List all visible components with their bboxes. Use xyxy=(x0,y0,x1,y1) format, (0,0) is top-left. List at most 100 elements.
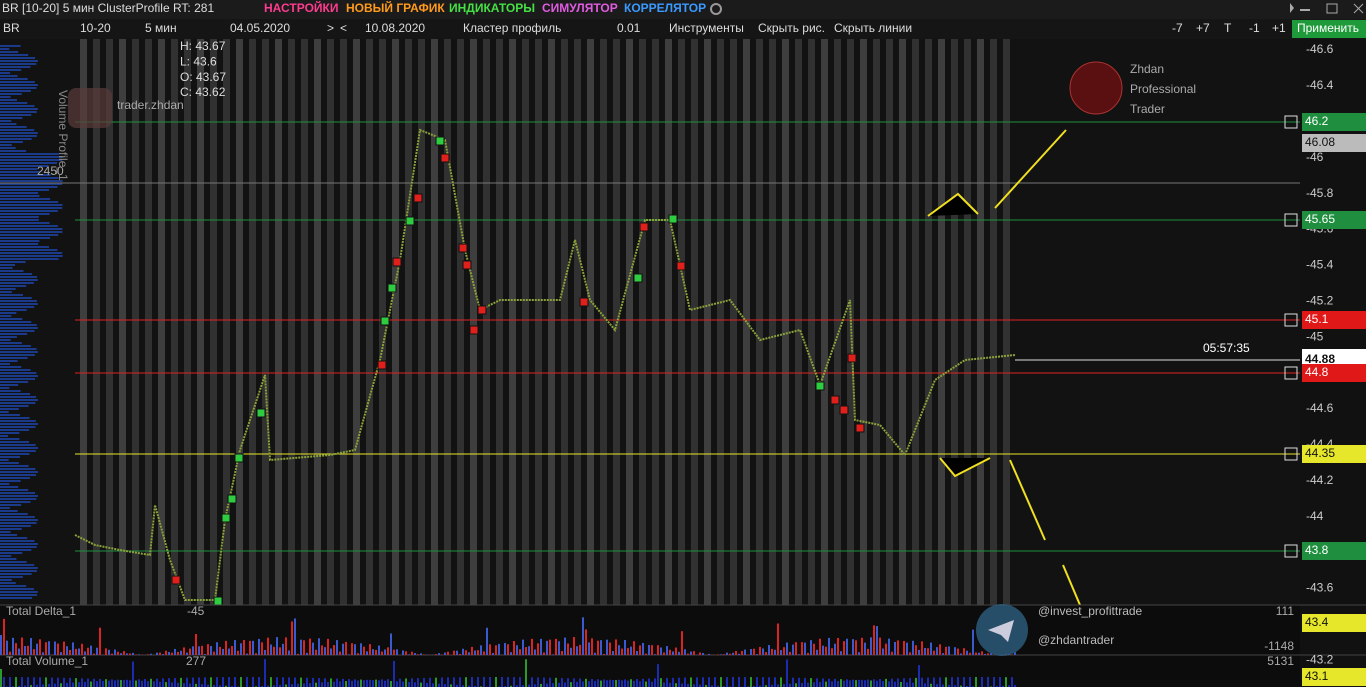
menu-item[interactable]: НОВЫЙ ГРАФИК xyxy=(346,0,445,15)
stripe xyxy=(106,39,113,605)
stripe xyxy=(977,39,984,605)
volume-bar xyxy=(609,679,611,687)
menu-item[interactable]: ИНДИКАТОРЫ xyxy=(449,1,535,15)
level-handle[interactable] xyxy=(1284,213,1298,227)
volume-bar xyxy=(285,684,287,687)
volume-bar xyxy=(807,682,809,687)
level-handle[interactable] xyxy=(1284,544,1298,558)
toolbar-button[interactable]: T xyxy=(1224,21,1232,35)
toolbar-field[interactable]: < xyxy=(340,21,347,35)
menu-item[interactable]: НАСТРОЙКИ xyxy=(264,0,338,15)
profile-bar xyxy=(0,507,10,509)
level-handle[interactable] xyxy=(1284,115,1298,129)
menu-item[interactable]: КОРРЕЛЯТОР xyxy=(624,1,706,15)
toolbar-field[interactable]: Скрыть линии xyxy=(834,21,912,35)
toolbar-field[interactable]: 0.01 xyxy=(617,21,641,35)
stripe xyxy=(951,39,958,605)
profile-bar xyxy=(0,465,29,467)
level-handle[interactable] xyxy=(1284,313,1298,327)
maximize[interactable] xyxy=(1326,3,1338,14)
delta-bar xyxy=(789,651,791,655)
delta-bar xyxy=(543,652,545,655)
delta-bar xyxy=(180,650,182,655)
volume-bar xyxy=(573,678,575,687)
profile-bar xyxy=(0,570,37,572)
toolbar-field[interactable]: Инструменты xyxy=(669,21,744,35)
volume-bar xyxy=(909,678,911,687)
volume-bar xyxy=(951,677,953,687)
toolbar-button[interactable]: +1 xyxy=(1272,21,1286,35)
volume-bar xyxy=(942,684,944,687)
profile-bar xyxy=(0,588,34,590)
toolbar-field[interactable]: BR xyxy=(3,21,20,35)
panel-label: Total Volume_1 xyxy=(6,654,88,668)
volume-bar xyxy=(183,683,185,687)
toolbar-button[interactable]: -1 xyxy=(1249,21,1260,35)
volume-bar xyxy=(603,679,605,687)
delta-bar xyxy=(837,637,839,655)
delta-bar xyxy=(528,646,530,655)
toolbar-field[interactable]: 10.08.2020 xyxy=(365,21,425,35)
toolbar-field[interactable]: Кластер профиль xyxy=(463,21,561,35)
toolbar-field[interactable]: > xyxy=(327,21,334,35)
delta-bar xyxy=(177,651,179,655)
settings-icon[interactable] xyxy=(710,3,722,15)
volume-bar xyxy=(240,677,242,687)
toolbar-button[interactable]: +7 xyxy=(1196,21,1210,35)
delta-bar xyxy=(363,646,365,655)
toolbar-field[interactable]: Скрыть рис. xyxy=(758,21,825,35)
stripe xyxy=(964,39,971,605)
volume-bar xyxy=(927,677,929,687)
menu-item[interactable]: СИМУЛЯТОР xyxy=(542,1,618,15)
minimize[interactable] xyxy=(1300,9,1310,11)
delta-bar xyxy=(756,654,758,655)
signal-marker xyxy=(639,222,649,232)
profile-bar xyxy=(0,144,12,146)
delta-bar xyxy=(417,654,419,655)
volume-bar xyxy=(621,680,623,687)
delta-bar xyxy=(639,645,641,655)
level-handle[interactable] xyxy=(1284,366,1298,380)
level-tag: 45.1 xyxy=(1305,312,1329,326)
volume-bar xyxy=(330,678,332,687)
delta-bar xyxy=(252,640,254,655)
level-tag: 46.08 xyxy=(1305,135,1335,149)
volume-bar xyxy=(945,677,947,687)
volume-bar xyxy=(678,677,680,687)
volume-bar xyxy=(300,677,302,687)
toolbar-field[interactable]: 5 мин xyxy=(145,21,177,35)
volume-bar xyxy=(954,685,956,687)
level-handle[interactable] xyxy=(1284,447,1298,461)
delta-bar xyxy=(270,644,272,655)
profile-bar xyxy=(0,192,39,194)
volume-bar xyxy=(672,677,674,687)
delta-bar xyxy=(465,650,467,655)
stripe xyxy=(691,39,698,605)
volume-bar xyxy=(138,679,140,687)
volume-bar xyxy=(828,678,830,687)
toolbar-field[interactable]: 04.05.2020 xyxy=(230,21,290,35)
profile-bar xyxy=(0,228,63,230)
volume-bar xyxy=(318,678,320,687)
delta-bar xyxy=(573,637,575,655)
delta-bar xyxy=(615,639,617,655)
price-label: -43.2 xyxy=(1306,652,1334,666)
volume-bar xyxy=(861,679,863,687)
pin[interactable] xyxy=(1290,3,1294,13)
volume-bar xyxy=(993,677,995,687)
volume-bar xyxy=(543,677,545,687)
apply-button[interactable]: Применить xyxy=(1297,21,1359,35)
close[interactable] xyxy=(1353,3,1364,14)
delta-bar xyxy=(969,652,971,655)
toolbar-field[interactable]: 10-20 xyxy=(80,21,111,35)
delta-bar xyxy=(18,648,20,655)
delta-bar xyxy=(672,651,674,655)
delta-bar xyxy=(579,644,581,655)
volume-bar xyxy=(987,677,989,687)
profile-bar xyxy=(0,150,27,152)
profile-bar xyxy=(0,258,59,260)
volume-bar xyxy=(798,677,800,687)
delta-bar xyxy=(303,640,305,655)
toolbar-button[interactable]: -7 xyxy=(1172,21,1183,35)
delta-bar xyxy=(336,640,338,655)
